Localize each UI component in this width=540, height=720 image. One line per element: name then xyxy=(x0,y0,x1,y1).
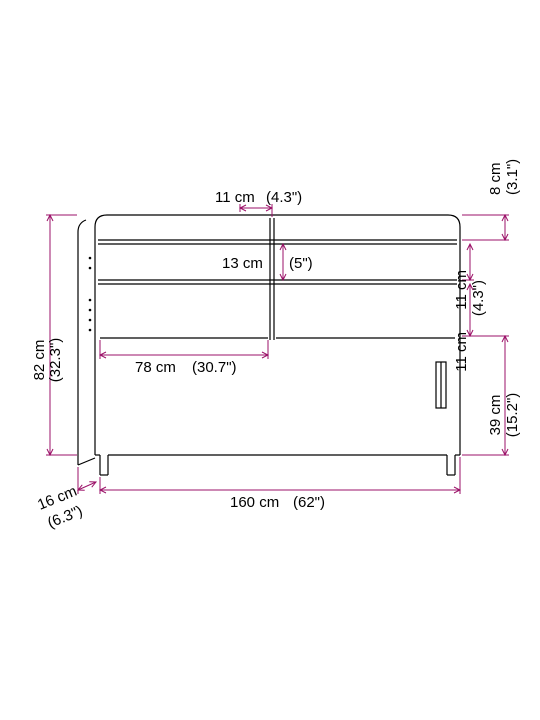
dim-depth-16: 16 cm (6.3") xyxy=(35,467,96,532)
label-82in: (32.3") xyxy=(47,338,64,383)
dim-height-82: 82 cm (32.3") xyxy=(31,215,77,455)
label-13in: (5") xyxy=(289,255,313,272)
label-78in: (30.7") xyxy=(192,359,237,376)
dim-top-11: 11 cm (4.3") xyxy=(215,189,302,217)
label-top11in: (4.3") xyxy=(266,189,302,206)
label-82cm: 82 cm xyxy=(31,340,48,381)
label-low11cm: 11 cm xyxy=(453,332,470,372)
diagram-container: 82 cm (32.3") 16 cm (6.3") 160 cm (62") … xyxy=(0,0,540,720)
label-8in: (3.1") xyxy=(504,159,521,195)
dim-handle-39: 39 cm (15.2") xyxy=(462,336,521,455)
dim-shelf-78: 78 cm (30.7") xyxy=(100,340,268,376)
dim-gap-13: 13 cm (5") xyxy=(222,244,313,280)
label-160cm: 160 cm xyxy=(230,494,279,511)
dimension-diagram: 82 cm (32.3") 16 cm (6.3") 160 cm (62") … xyxy=(0,0,540,720)
dim-width-160: 160 cm (62") xyxy=(100,457,460,511)
label-mid11cm: 11 cm xyxy=(453,270,470,310)
label-top11cm: 11 cm xyxy=(215,189,255,206)
label-78cm: 78 cm xyxy=(135,359,176,376)
label-39in: (15.2") xyxy=(504,393,521,438)
dim-top-8: 8 cm (3.1") xyxy=(462,159,521,240)
label-160in: (62") xyxy=(293,494,325,511)
label-39cm: 39 cm xyxy=(487,395,504,436)
product-outline xyxy=(78,215,460,475)
label-8cm: 8 cm xyxy=(487,162,504,195)
label-13cm: 13 cm xyxy=(222,255,263,272)
label-mid11in: (4.3") xyxy=(470,280,487,316)
